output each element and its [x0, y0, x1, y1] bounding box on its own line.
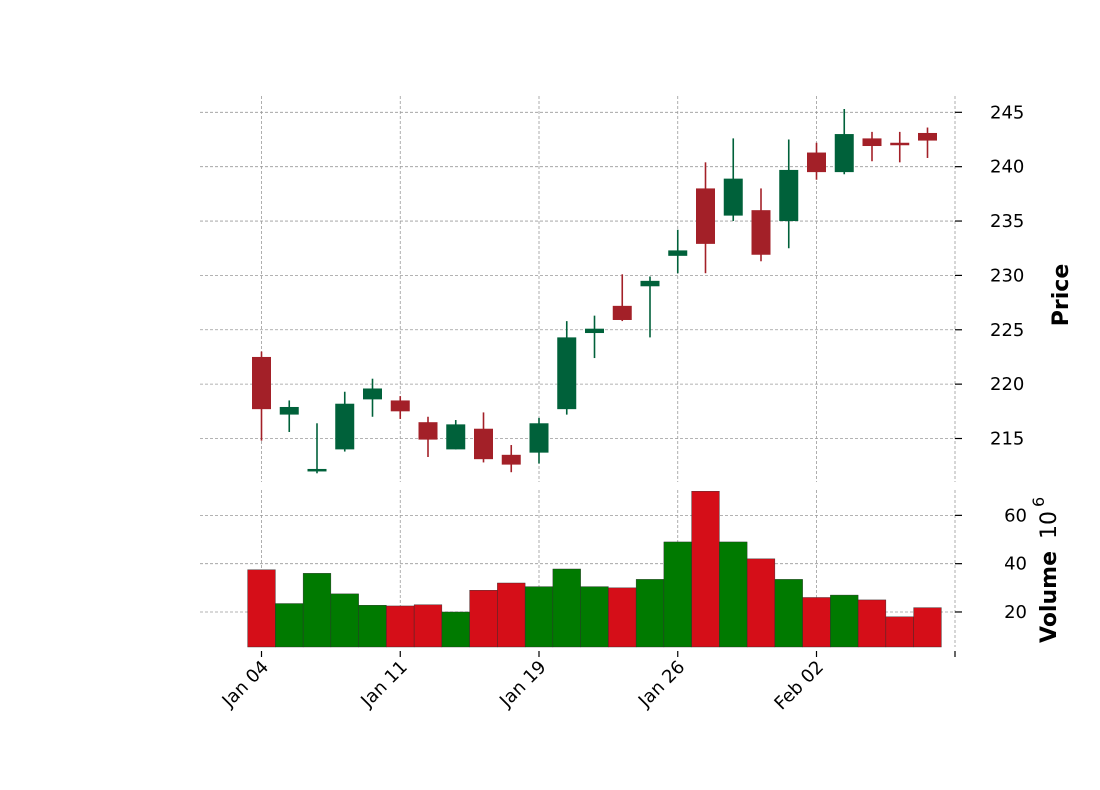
price-tick-label: 225 [990, 320, 1024, 341]
volume-bar-up [552, 568, 581, 648]
volume-bar-up [302, 573, 332, 648]
price-axis-title: Price [1049, 264, 1074, 326]
price-tick-label: 245 [990, 102, 1024, 123]
candle-body-up [723, 178, 743, 216]
volume-bar-up [719, 541, 748, 648]
candle-body-down [890, 142, 910, 146]
volume-bar-up [275, 603, 304, 648]
candle-body-up [557, 337, 577, 410]
volume-bar-down [746, 558, 776, 648]
candle-body-up [307, 468, 327, 472]
price-tick-label: 235 [990, 211, 1024, 232]
candle-body-down [501, 454, 521, 465]
volume-bar-down [247, 569, 276, 648]
candle-body-up [279, 406, 299, 415]
volume-bar-up [441, 611, 470, 648]
price-candles [252, 109, 937, 474]
candle-body-down [918, 132, 937, 141]
candle-body-down [696, 188, 715, 244]
candle-body-up [834, 134, 854, 173]
price-tick-label: 215 [990, 429, 1024, 450]
volume-axis: 60 40 20 [955, 505, 1027, 623]
candle-body-up [446, 424, 466, 450]
volume-bar-down [413, 604, 443, 648]
volume-bar-up [358, 605, 387, 648]
volume-bar-down [857, 599, 887, 648]
candle-body-down [252, 356, 271, 410]
price-axis: 245 240 235 230 225 220 215 [955, 102, 1024, 450]
volume-bar-down [608, 587, 637, 648]
volume-tick-label: 60 [1004, 505, 1027, 526]
candle-body-down [751, 210, 771, 255]
volume-bar-up [330, 593, 359, 648]
volume-bar-up [524, 586, 554, 648]
candle-body-down [862, 138, 882, 147]
price-tick-label: 230 [990, 265, 1024, 286]
x-tick-label: Jan 04 [218, 657, 273, 712]
candle-body-down [807, 152, 826, 173]
volume-bar-down [802, 597, 831, 648]
candle-body-up [585, 328, 604, 334]
volume-bar-down [913, 607, 942, 648]
volume-bar-up [580, 586, 609, 648]
price-tick-label: 220 [990, 374, 1024, 395]
x-tick-label: Feb 02 [770, 657, 828, 715]
volume-bar-down [497, 582, 526, 648]
candle-body-down [390, 400, 410, 412]
x-tick-label: Jan 19 [495, 657, 550, 712]
candle-body-down [474, 428, 493, 460]
x-axis: Jan 04 Jan 11 Jan 19 Jan 26 Feb 02 [218, 651, 956, 715]
candle-body-up [363, 388, 382, 400]
volume-tick-label: 20 [1004, 602, 1027, 623]
volume-bars [247, 491, 942, 648]
x-tick-label: Jan 11 [356, 657, 411, 712]
candle-body-up [640, 280, 660, 287]
volume-bar-down [469, 590, 498, 648]
candle-body-down [612, 305, 632, 320]
candle-body-up [668, 250, 688, 256]
volume-bar-down [885, 616, 914, 648]
volume-bar-up [663, 541, 692, 648]
volume-bar-up [830, 594, 859, 648]
volume-tick-label: 40 [1004, 554, 1027, 575]
volume-bar-down [691, 491, 720, 648]
candle-body-up [779, 169, 799, 222]
price-tick-label: 240 [990, 157, 1024, 178]
volume-multiplier: 10 6 [1029, 497, 1062, 539]
candle-body-up [529, 423, 549, 453]
candle-body-down [418, 422, 438, 440]
volume-bar-up [635, 579, 665, 648]
x-tick-label: Jan 26 [634, 657, 689, 712]
volume-bar-down [386, 605, 415, 648]
volume-axis-title: Volume [1037, 551, 1062, 643]
volume-multiplier-exponent: 6 [1029, 497, 1048, 507]
volume-multiplier-base: 10 [1037, 511, 1062, 539]
candle-body-up [335, 403, 355, 450]
volume-bar-up [774, 579, 803, 648]
